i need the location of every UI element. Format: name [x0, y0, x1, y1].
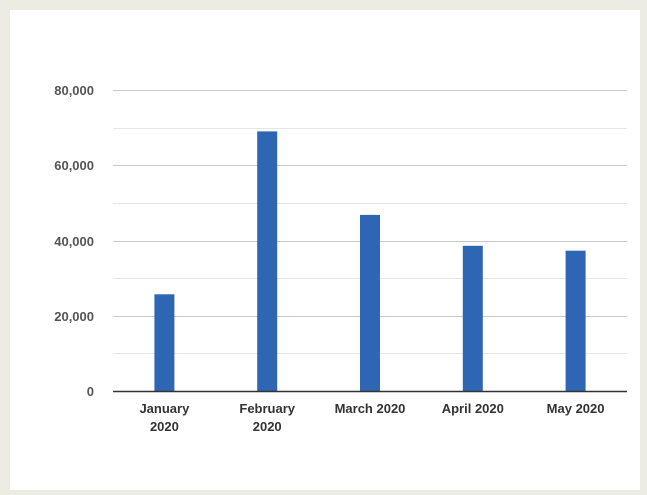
y-tick-label: 0: [87, 384, 94, 399]
bar: [360, 214, 380, 391]
bar: [257, 131, 278, 391]
y-tick-label: 60,000: [54, 158, 94, 173]
labels: 0 20,000 40,000 60,000 80,000 January 2020 Febr…: [54, 83, 604, 434]
bar-chart: 0 20,000 40,000 60,000 80,000 January 2020 Febr…: [54, 83, 627, 434]
bar: [462, 245, 483, 391]
x-tick-label: April 2020: [442, 401, 504, 416]
y-tick-label: 40,000: [54, 234, 94, 249]
y-tick-label: 80,000: [54, 83, 94, 98]
x-tick-label: March 2020: [335, 401, 406, 416]
x-tick-label: February 2020: [239, 401, 295, 434]
y-tick-label: 20,000: [54, 309, 94, 324]
x-tick-label: May 2020: [547, 401, 605, 416]
bar: [565, 250, 586, 391]
x-tick-label: January 2020: [139, 401, 190, 434]
bar: [154, 294, 175, 391]
chart-card: 0 20,000 40,000 60,000 80,000 January 2020 Febr…: [10, 10, 640, 490]
bars: [154, 131, 586, 391]
